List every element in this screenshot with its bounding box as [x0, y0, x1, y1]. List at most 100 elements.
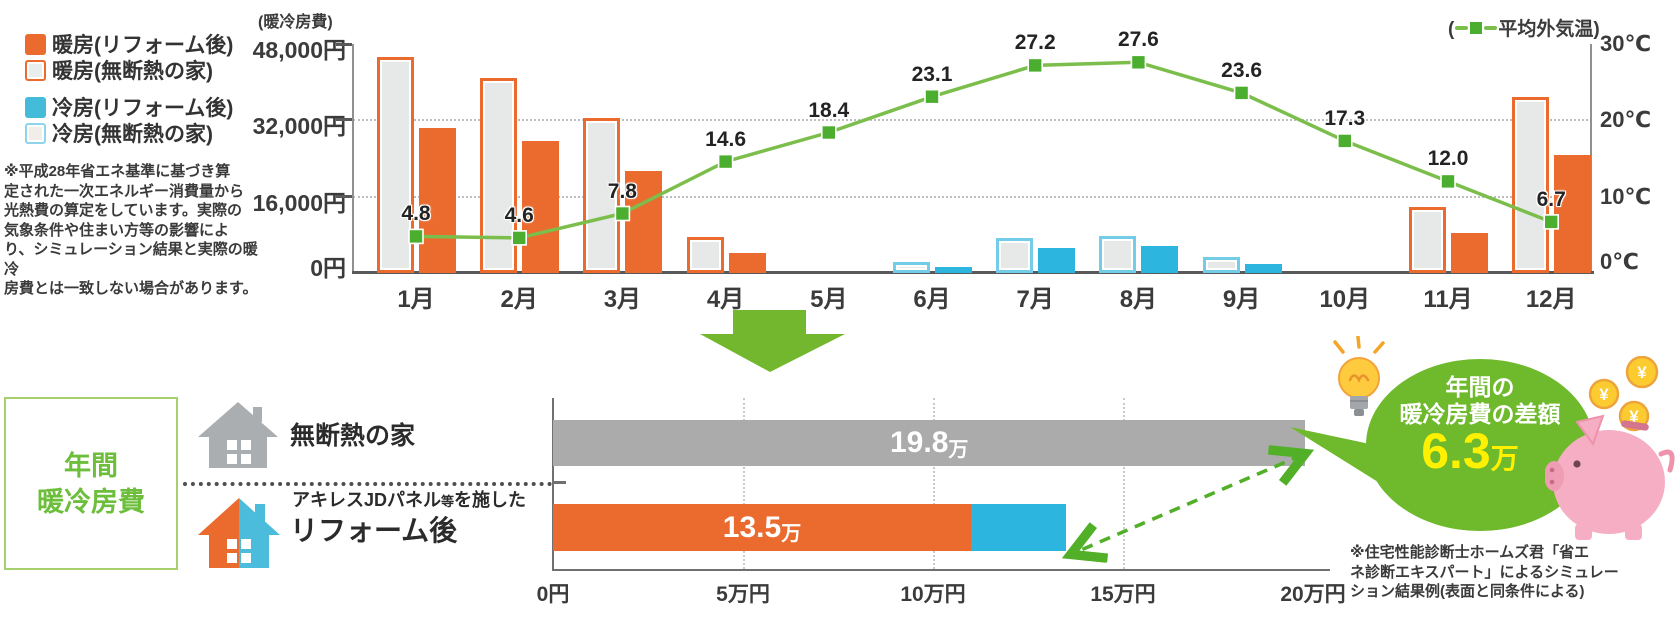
gridline-10man — [933, 398, 935, 569]
month-label-4月: 4月 — [706, 286, 745, 313]
temperature-value-6月: 23.1 — [911, 62, 953, 86]
gridline-16000 — [353, 196, 1592, 198]
temperature-value-8月: 27.6 — [1117, 28, 1159, 52]
monthly-cost-chart: 1月 2月 3月 4月 5月 6月 7月 8月 9月 10月 11月 12月 4.8 4.6 7.8 14.6… — [353, 28, 1592, 313]
line-swatch-icon — [1484, 26, 1498, 31]
piggy-bank-icon — [1545, 414, 1675, 540]
cooling-reform-swatch-icon — [25, 96, 46, 118]
temperature-value-3月: 7.8 — [607, 179, 637, 203]
gridline-32000 — [353, 119, 1592, 121]
legend-item-cooling-reform: 冷房(リフォーム後) — [25, 95, 234, 120]
month-label-8月: 8月 — [1119, 286, 1158, 313]
tick-16000 — [336, 195, 352, 198]
temperature-value-9月: 23.6 — [1221, 58, 1263, 82]
legend-label: 冷房(リフォーム後) — [52, 97, 234, 120]
bar-冷房(無断熱の家)-6月 — [893, 262, 930, 273]
temperature-marker-icon — [820, 124, 837, 141]
month-label-12月: 12月 — [1525, 286, 1577, 313]
annual-bar-リフォーム後-blue — [971, 504, 1066, 551]
line-swatch-icon — [1455, 26, 1469, 31]
legend-label: 暖房(リフォーム後) — [52, 34, 234, 57]
annual-y-axis — [552, 398, 554, 571]
y-tick-32000: 32,000円 — [252, 113, 346, 139]
x-tick-15man: 15万円 — [1090, 583, 1156, 606]
annual-bar-value-リフォーム後: 13.5 万 — [722, 510, 802, 546]
difference-arrow — [1040, 415, 1330, 570]
annual-bar-value-無断熱の家: 19.8 万 — [890, 426, 969, 461]
bar-暖房(リフォーム後)-3月 — [625, 171, 663, 273]
month-label-10月: 10月 — [1319, 286, 1371, 313]
x-tick-0yen: 0円 — [536, 583, 570, 606]
annual-title-line1: 年間 — [64, 450, 118, 481]
top-note: ※平成28年省エネ基準に基づき算 定された一次エネルギー消費量から 光熱費の算定… — [4, 163, 258, 297]
y-tick-0yen: 0円 — [310, 255, 346, 281]
house-reform-icon — [198, 498, 280, 568]
temperature-value-4月: 14.6 — [705, 127, 747, 151]
row-divider — [183, 482, 552, 486]
y-tick-16000: 16,000円 — [252, 190, 346, 216]
temperature-value-7月: 27.2 — [1014, 31, 1056, 55]
bar-暖房(無断熱の家)-1月 — [377, 57, 414, 273]
legend-label: 冷房(無断熱の家) — [52, 123, 213, 146]
bubble-text-line2: 暖冷房費の差額 — [1399, 401, 1561, 427]
x-axis-baseline — [352, 271, 1594, 274]
y-axis-title: (暖冷房費) — [258, 14, 333, 31]
x-tick-10man: 10万円 — [900, 583, 966, 606]
temperature-value-5月: 18.4 — [808, 98, 850, 122]
temperature-line-legend: (平均外気温) — [1448, 19, 1600, 40]
bar-暖房(無断熱の家)-12月 — [1512, 97, 1550, 273]
y-axis-left — [352, 44, 354, 273]
month-label-11月: 11月 — [1423, 286, 1473, 313]
temperature-marker-icon — [614, 205, 631, 222]
bottom-note: ※住宅性能診断士ホームズ君「省エ ネ診断エキスパート」によるシミュレー ション結… — [1350, 544, 1619, 600]
temperature-marker-icon — [924, 88, 940, 105]
bar-暖房(リフォーム後)-1月 — [419, 127, 456, 273]
bar-暖房(無断熱の家)-2月 — [480, 78, 518, 273]
bar-暖房(無断熱の家)-3月 — [583, 118, 621, 273]
temperature-value-10月: 17.3 — [1324, 106, 1366, 130]
temperature-marker-icon — [408, 228, 424, 245]
heating-noinsulation-swatch-icon — [25, 59, 46, 81]
bubble-text-line1: 年間の — [1445, 374, 1515, 400]
temperature-marker-icon — [1336, 133, 1353, 149]
x-tick-5man: 5万円 — [716, 583, 770, 606]
temperature-value-12月: 6.7 — [1536, 187, 1566, 211]
tick-48000 — [336, 43, 352, 46]
temperature-marker-icon — [1440, 173, 1456, 190]
bar-冷房(リフォーム後)-6月 — [935, 267, 972, 273]
temperature-marker-icon — [1543, 214, 1559, 230]
bar-冷房(リフォーム後)-7月 — [1038, 248, 1076, 273]
down-arrow-icon — [700, 310, 845, 372]
svg-text:¥: ¥ — [1637, 363, 1647, 382]
bar-暖房(リフォーム後)-4月 — [728, 253, 766, 273]
house-gray-icon — [198, 402, 278, 468]
heating-reform-swatch-icon — [25, 33, 46, 55]
tick-32000 — [336, 118, 352, 121]
month-label-2月: 2月 — [500, 286, 538, 313]
month-label-5月: 5月 — [810, 286, 848, 313]
bar-冷房(リフォーム後)-8月 — [1141, 246, 1179, 273]
temperature-marker-icon — [1130, 54, 1147, 71]
line-marker-icon — [1470, 22, 1483, 35]
divider-tick — [552, 481, 566, 484]
legend-item-heating-reform: 暖房(リフォーム後) — [25, 32, 234, 57]
temperature-marker-icon — [717, 153, 734, 170]
cooling-noinsulation-swatch-icon — [25, 122, 46, 144]
bar-冷房(無断熱の家)-8月 — [1099, 236, 1137, 273]
temperature-marker-icon — [511, 230, 527, 246]
temp-tick-20: 20℃ — [1600, 107, 1652, 132]
bar-冷房(無断熱の家)-9月 — [1202, 257, 1240, 273]
bar-暖房(リフォーム後)-2月 — [522, 141, 560, 273]
bubble-savings-value: 6.3万 — [1421, 423, 1519, 479]
temperature-marker-icon — [1233, 85, 1250, 101]
legend-label: 暖房(無断熱の家) — [52, 60, 213, 83]
temperature-value-2月: 4.6 — [504, 203, 534, 227]
gridline-5man — [743, 398, 745, 569]
month-label-6月: 6月 — [913, 286, 951, 313]
row-label-reform-sub: アキレスJDパネル等を施した — [292, 490, 527, 510]
annual-title-line2: 暖冷房費 — [37, 486, 145, 517]
legend-item-heating-noinsulation: 暖房(無断熱の家) — [25, 58, 213, 83]
annual-x-axis — [552, 569, 1330, 571]
savings-bubble — [1290, 359, 1594, 531]
